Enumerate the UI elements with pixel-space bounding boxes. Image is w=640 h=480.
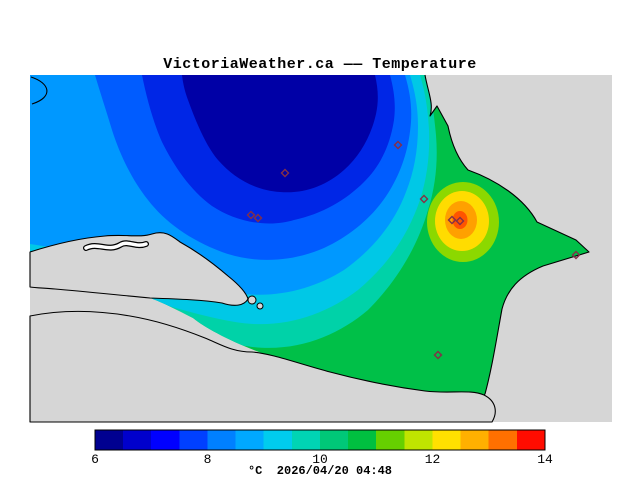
station-marker xyxy=(447,215,457,225)
colorbar-caption: °C 2026/04/20 04:48 xyxy=(248,464,392,478)
station-markers xyxy=(246,140,581,360)
inlet-channel xyxy=(83,240,149,251)
map-area xyxy=(29,74,612,423)
colorbar-gradient xyxy=(95,430,545,450)
station-marker xyxy=(419,194,429,204)
station-marker xyxy=(253,213,263,223)
band-warm-core xyxy=(452,211,468,229)
station-marker xyxy=(393,140,403,150)
colorbar-tick-label: 8 xyxy=(204,452,212,467)
landmass-south xyxy=(29,310,496,423)
page-title: VictoriaWeather.ca —— Temperature xyxy=(163,56,477,73)
colorbar-tick-label: 6 xyxy=(91,452,99,467)
small-island xyxy=(247,295,257,305)
colorbar: 6 8 10 12 14 °C 2026/04/20 04:48 xyxy=(91,429,553,478)
station-marker xyxy=(571,250,581,260)
station-marker xyxy=(433,350,443,360)
colorbar-tick-label: 10 xyxy=(312,452,328,467)
station-marker xyxy=(455,216,465,226)
small-island xyxy=(256,302,264,310)
station-marker xyxy=(280,168,290,178)
band-navy-core xyxy=(182,75,378,193)
colorbar-border xyxy=(94,429,546,451)
coastline-northwest xyxy=(30,76,48,105)
inlet-water xyxy=(84,241,148,250)
peninsula-west xyxy=(29,232,249,306)
station-marker xyxy=(246,210,256,220)
colorbar-tick-label: 14 xyxy=(537,452,553,467)
colorbar-tick-label: 12 xyxy=(425,452,441,467)
coastline-east xyxy=(424,74,590,405)
